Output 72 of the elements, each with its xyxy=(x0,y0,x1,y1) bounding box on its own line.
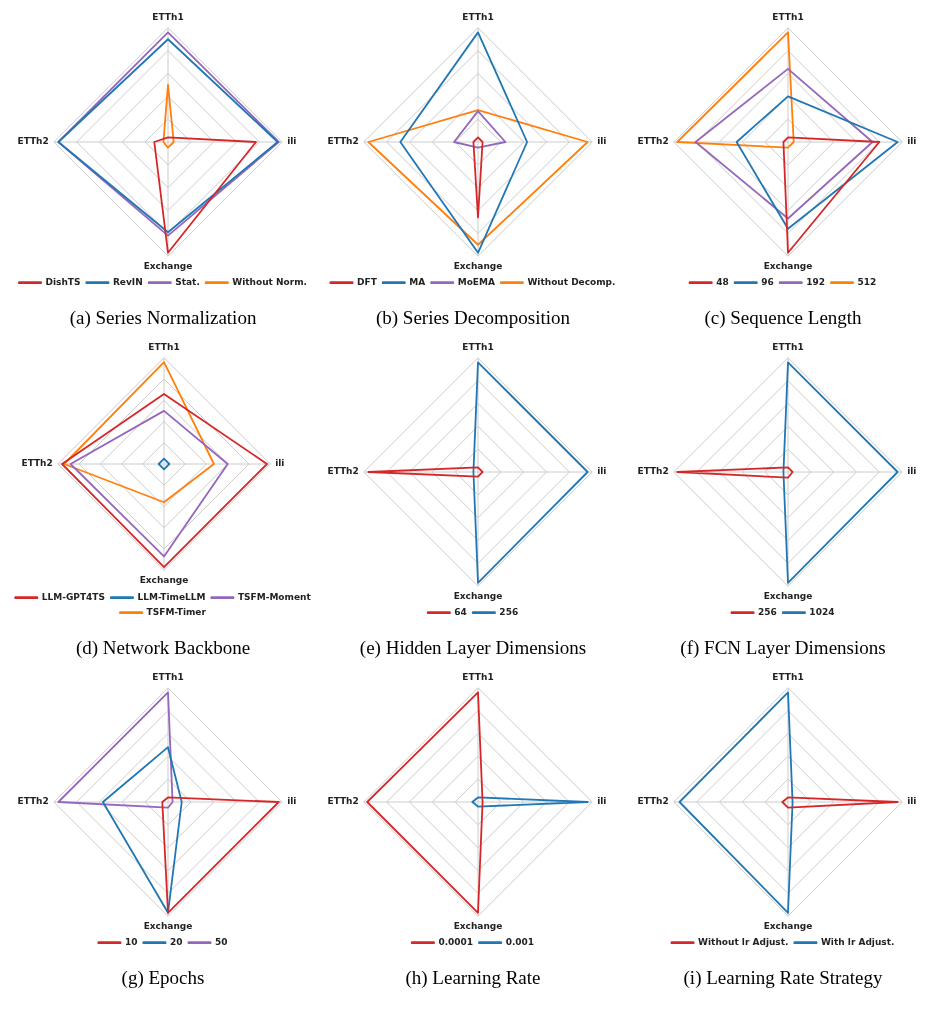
text: (g) Epochs xyxy=(121,966,205,989)
spoke-label: Exchange xyxy=(453,590,503,601)
text: (f) FCN Layer Dimensions xyxy=(680,636,886,659)
text: (b) Series Decomposition xyxy=(375,306,571,329)
legend-label: 10 xyxy=(124,937,138,948)
legend-label: 512 xyxy=(857,277,877,288)
legend-label: Without Decomp. xyxy=(527,277,616,288)
spoke-label: ili xyxy=(287,796,297,807)
spoke-label: Exchange xyxy=(453,920,503,931)
spoke-label: ETTh1 xyxy=(462,341,494,352)
spoke-label: ETTh1 xyxy=(152,671,184,682)
legend-label: Without lr Adjust. xyxy=(698,937,789,948)
spoke-label: ETTh2 xyxy=(637,466,669,477)
spoke-label: Exchange xyxy=(763,260,813,271)
legend-label: 0.0001 xyxy=(438,937,474,948)
legend-label: 64 xyxy=(454,607,467,618)
spoke-label: ETTh1 xyxy=(462,11,494,22)
spoke-label: ETTh2 xyxy=(17,796,49,807)
legend-label: MoEMA xyxy=(457,277,495,288)
legend-label: 256 xyxy=(499,607,519,618)
text: (c) Sequence Length xyxy=(704,306,863,329)
spoke-label: Exchange xyxy=(139,574,189,585)
legend-label: 192 xyxy=(806,277,826,288)
spoke-label: Exchange xyxy=(763,920,813,931)
legend-label: LLM-GPT4TS xyxy=(41,592,105,603)
legend-label: 96 xyxy=(761,277,774,288)
spoke-label: ETTh2 xyxy=(21,458,53,469)
spoke-label: Exchange xyxy=(763,590,813,601)
legend-label: 0.001 xyxy=(505,937,535,948)
spoke-label: ili xyxy=(907,796,917,807)
spoke-label: ETTh2 xyxy=(327,796,359,807)
text: (i) Learning Rate Strategy xyxy=(683,966,883,989)
spoke-label: ili xyxy=(597,466,607,477)
spoke-label: ETTh2 xyxy=(327,466,359,477)
spoke-label: Exchange xyxy=(143,920,193,931)
spoke-label: ETTh2 xyxy=(327,136,359,147)
spoke-label: ili xyxy=(597,796,607,807)
legend-label: Stat. xyxy=(175,277,200,288)
spoke-label: Exchange xyxy=(453,260,503,271)
spoke-label: ili xyxy=(907,466,917,477)
spoke-label: ETTh1 xyxy=(772,671,804,682)
legend-label: RevIN xyxy=(112,277,143,288)
spoke-label: ETTh2 xyxy=(17,136,49,147)
spoke-label: ili xyxy=(597,136,607,147)
legend-label: 50 xyxy=(215,937,228,948)
spoke-label: ETTh1 xyxy=(772,341,804,352)
text: (h) Learning Rate xyxy=(405,966,541,989)
legend-label: 48 xyxy=(716,277,729,288)
legend-label: Without Norm. xyxy=(232,277,307,288)
spoke-label: ETTh1 xyxy=(148,341,180,352)
legend-label: DishTS xyxy=(45,277,81,288)
legend-label: MA xyxy=(409,277,426,288)
legend-label: 20 xyxy=(169,937,183,948)
spoke-label: ili xyxy=(287,136,297,147)
text: (d) Network Backbone xyxy=(75,636,251,659)
legend-label: With lr Adjust. xyxy=(820,937,895,948)
legend-label: LLM-TimeLLM xyxy=(137,592,206,603)
spoke-label: Exchange xyxy=(143,260,193,271)
spoke-label: ETTh2 xyxy=(637,796,669,807)
spoke-label: ETTh2 xyxy=(637,136,669,147)
legend-label: DFT xyxy=(357,277,378,288)
spoke-label: ETTh1 xyxy=(462,671,494,682)
spoke-label: ili xyxy=(275,458,285,469)
spoke-label: ili xyxy=(907,136,917,147)
spoke-label: ETTh1 xyxy=(152,11,184,22)
spoke-label: ETTh1 xyxy=(772,11,804,22)
legend-label: 256 xyxy=(758,607,777,618)
legend-label: TSFM-Moment xyxy=(237,592,312,603)
legend-label: TSFM-Timer xyxy=(146,607,207,618)
text: (a) Series Normalization xyxy=(69,306,257,329)
text: (e) Hidden Layer Dimensions xyxy=(359,636,587,659)
legend-label: 1024 xyxy=(809,607,835,618)
